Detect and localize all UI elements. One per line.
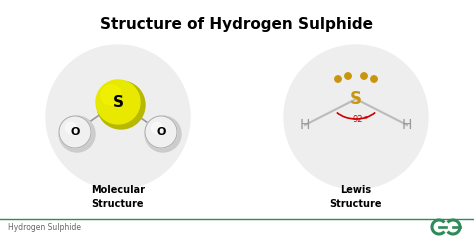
Circle shape [65, 122, 77, 134]
Circle shape [46, 45, 190, 189]
Text: 92: 92 [353, 115, 363, 124]
Circle shape [151, 122, 163, 134]
Text: S: S [350, 90, 362, 108]
Circle shape [59, 116, 91, 148]
Circle shape [96, 80, 140, 124]
Circle shape [335, 76, 341, 82]
Text: Hydrogen Sulphide: Hydrogen Sulphide [8, 223, 81, 232]
Text: o: o [364, 115, 368, 120]
Circle shape [145, 116, 177, 148]
Text: Lewis
Structure: Lewis Structure [330, 185, 382, 209]
Text: H: H [300, 118, 310, 132]
Circle shape [97, 81, 145, 129]
Circle shape [145, 116, 181, 152]
Text: Molecular
Structure: Molecular Structure [91, 185, 145, 209]
Text: H: H [402, 118, 412, 132]
Circle shape [361, 73, 367, 79]
Circle shape [345, 73, 351, 79]
Circle shape [101, 85, 121, 105]
Text: O: O [70, 127, 80, 137]
Text: O: O [156, 127, 166, 137]
Circle shape [371, 76, 377, 82]
Text: Structure of Hydrogen Sulphide: Structure of Hydrogen Sulphide [100, 17, 374, 32]
Text: S: S [112, 95, 124, 109]
Circle shape [59, 116, 95, 152]
Circle shape [284, 45, 428, 189]
